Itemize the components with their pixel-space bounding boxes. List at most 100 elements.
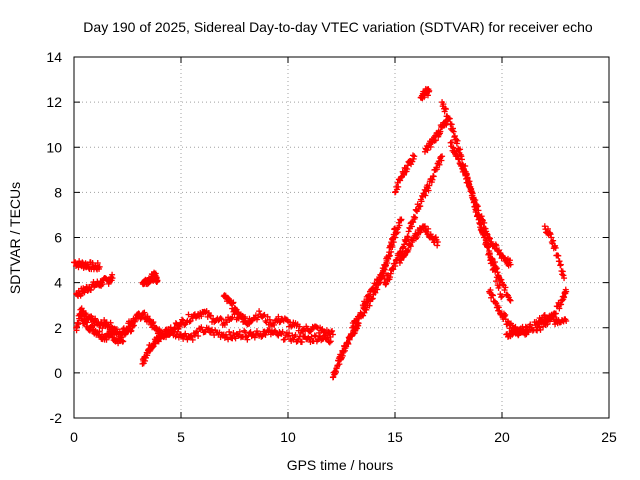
data-point [141,309,148,316]
data-point [236,328,243,335]
data-point [557,261,564,268]
data-point [229,314,236,321]
data-point [217,315,224,322]
y-tick-label: 10 [46,139,62,155]
data-point [230,299,237,306]
data-point [188,333,195,340]
data-point [298,339,305,346]
data-point [558,301,565,308]
data-point [395,183,402,190]
data-point [145,280,152,287]
y-tick-label: 14 [46,49,62,65]
data-point [258,333,265,340]
data-point [218,316,225,323]
data-point [534,327,541,334]
data-point [487,287,494,294]
y-tick-label: 8 [54,184,62,200]
data-point [281,336,288,343]
x-tick-label: 20 [494,429,510,445]
data-point [527,321,534,328]
data-point [253,328,260,335]
data-point [336,361,343,368]
data-point [225,336,232,343]
data-point [389,244,396,251]
data-point [251,334,258,341]
data-point [418,198,425,205]
data-point [556,305,563,312]
data-point [392,263,399,270]
data-point [392,234,398,241]
data-point [260,312,267,319]
data-point [417,203,424,210]
y-axis-label: SDTVAR / TECUs [7,182,23,294]
data-point [345,340,352,347]
data-point [540,312,547,319]
x-tick-label: 15 [387,429,403,445]
data-point [103,336,110,343]
data-point [537,326,544,333]
data-point [481,219,488,226]
data-point [507,297,514,304]
data-point [75,321,82,328]
data-point [437,128,444,135]
data-point [490,292,497,299]
data-point [450,128,457,135]
data-point [319,326,326,333]
data-point [457,146,464,153]
data-point [182,330,189,337]
data-point [433,166,440,173]
data-point [499,293,505,300]
y-tick-label: 6 [54,230,62,246]
data-point [256,308,263,315]
data-point [405,234,412,241]
data-point [448,121,455,128]
data-point [430,173,437,180]
data-point [275,313,282,320]
data-point [340,348,347,355]
data-point [266,316,273,323]
y-tick-label: 0 [54,365,62,381]
data-point [288,323,295,330]
data-point [448,139,455,146]
data-point [388,248,395,255]
data-point [329,327,336,334]
data-point [412,214,419,221]
data-point [436,161,443,168]
data-point [398,216,405,223]
data-point [502,284,509,291]
data-point [386,252,393,259]
data-point [424,92,431,99]
data-point [442,106,449,113]
data-point [545,225,552,232]
data-point [185,311,192,318]
data-point [163,334,170,341]
data-point [360,312,367,319]
data-point [247,329,254,336]
data-point [271,321,278,328]
data-point [180,335,187,342]
data-point [552,310,559,317]
data-point [290,336,297,343]
data-point [248,317,255,324]
x-tick-label: 10 [280,429,296,445]
data-point [244,336,251,343]
y-tick-label: 4 [54,275,62,291]
x-tick-label: 0 [70,429,78,445]
data-point [432,137,439,144]
data-point [261,311,268,318]
y-tick-label: -2 [50,410,63,426]
data-point [390,266,397,273]
data-point [414,233,421,240]
data-point [426,87,433,94]
data-point [454,137,461,144]
x-tick-label: 5 [177,429,185,445]
data-point [189,336,196,343]
data-point [411,153,418,160]
data-point [396,222,403,229]
data-point [439,153,446,160]
data-point [198,313,205,320]
data-point [410,219,417,226]
data-point [230,330,237,337]
data-point [546,318,553,325]
data-point [407,243,414,250]
